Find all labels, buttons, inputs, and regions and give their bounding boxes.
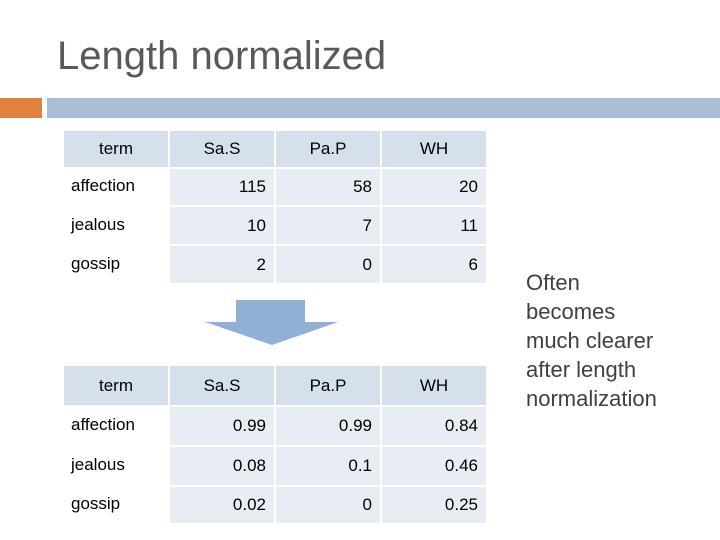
- row-label: jealous: [64, 445, 170, 485]
- header-cell: WH: [382, 366, 488, 405]
- side-line: Often: [526, 270, 580, 295]
- table-cell: 58: [276, 167, 382, 205]
- down-arrow: [205, 300, 338, 345]
- header-cell: Pa.P: [276, 131, 382, 167]
- header-cell: Sa.S: [170, 366, 276, 405]
- header-cell: term: [64, 366, 170, 405]
- table-cell: 20: [382, 167, 488, 205]
- table-cell: 7: [276, 205, 382, 244]
- side-line: after length: [526, 357, 637, 382]
- table-cell: 0.84: [382, 405, 488, 445]
- header-cell: term: [64, 131, 170, 167]
- table-cell: 6: [382, 244, 488, 283]
- table-cell: 115: [170, 167, 276, 205]
- side-line: normalization: [526, 386, 657, 411]
- table-cell: 0: [276, 485, 382, 523]
- table-cell: 0.99: [276, 405, 382, 445]
- row-label: affection: [64, 405, 170, 445]
- table-cell: 0.08: [170, 445, 276, 485]
- table-cell: 0.02: [170, 485, 276, 523]
- row-label: affection: [64, 167, 170, 205]
- row-label: jealous: [64, 205, 170, 244]
- table-cell: 0.99: [170, 405, 276, 445]
- table-cell: 0.46: [382, 445, 488, 485]
- side-line: much clearer: [526, 328, 654, 353]
- header-cell: Sa.S: [170, 131, 276, 167]
- table-cell: 0: [276, 244, 382, 283]
- table-cell: 2: [170, 244, 276, 283]
- table-cell: 0.1: [276, 445, 382, 485]
- accent-bar: [0, 98, 42, 118]
- header-cell: Pa.P: [276, 366, 382, 405]
- side-line: becomes: [526, 299, 616, 324]
- table-cell: 10: [170, 205, 276, 244]
- row-label: gossip: [64, 244, 170, 283]
- slide-title: Length normalized: [57, 34, 387, 78]
- side-note: Often becomes much clearer after length norm…: [526, 268, 657, 413]
- header-bar: [47, 98, 720, 118]
- row-label: gossip: [64, 485, 170, 523]
- table-cell: 0.25: [382, 485, 488, 523]
- table-cell: 11: [382, 205, 488, 244]
- header-cell: WH: [382, 131, 488, 167]
